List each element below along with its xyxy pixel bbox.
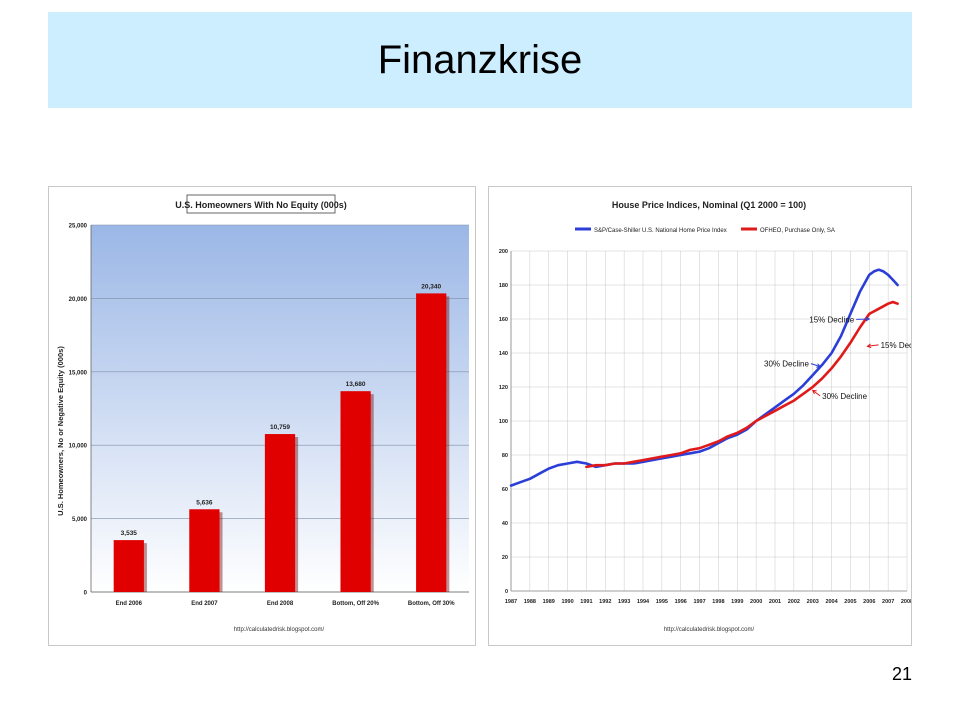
y-tick-label: 20,000 bbox=[69, 297, 88, 303]
annotation-label: 15% Decline bbox=[881, 341, 911, 350]
x-tick-label: 2005 bbox=[844, 599, 856, 605]
x-tick-label: 1990 bbox=[561, 599, 573, 605]
x-axis-ticks: End 2006 End 2007 End 2008 Bottom, Off 20% B… bbox=[116, 601, 456, 607]
x-tick-label: 1999 bbox=[731, 599, 743, 605]
bar-chart: U.S. Homeowners With No Equity (000s) 0 5… bbox=[56, 194, 469, 633]
y-tick-label: 120 bbox=[499, 385, 508, 391]
bar bbox=[264, 434, 296, 592]
chart-title: House Price Indices, Nominal (Q1 2000 = … bbox=[612, 200, 806, 210]
x-tick-label: 2002 bbox=[788, 599, 800, 605]
annotation-arrowhead bbox=[816, 363, 822, 368]
series-lines bbox=[509, 268, 899, 487]
bars: 3,535 5,636 10,759 13,680 20,340 bbox=[113, 283, 450, 592]
annotation-arrow bbox=[867, 344, 879, 347]
y-tick-label: 60 bbox=[502, 487, 508, 493]
y-axis-label: U.S. Homeowners, No or Negative Equity (… bbox=[56, 346, 65, 516]
chart-title: U.S. Homeowners With No Equity (000s) bbox=[175, 200, 346, 210]
line-chart: House Price Indices, Nominal (Q1 2000 = … bbox=[499, 200, 926, 633]
y-tick-label: 180 bbox=[499, 283, 508, 289]
annotation-label: 15% Decline bbox=[809, 315, 854, 324]
legend: S&P/Case-Shiller U.S. National Home Pric… bbox=[575, 227, 835, 234]
series-line-case-shiller bbox=[509, 268, 899, 487]
page-number: 21 bbox=[891, 664, 912, 684]
annotation-label: 30% Decline bbox=[822, 392, 867, 401]
chart-source: http://calculatedrisk.blogspot.com/ bbox=[664, 627, 755, 633]
x-tick-label: End 2006 bbox=[116, 601, 143, 607]
slide-title-bar: Finanzkrise bbox=[48, 12, 912, 108]
y-tick-label: 15,000 bbox=[69, 370, 88, 376]
x-tick-label: End 2008 bbox=[267, 601, 294, 607]
x-tick-label: 2008 bbox=[901, 599, 911, 605]
series-line-ofheo bbox=[585, 300, 899, 469]
x-tick-label: 2000 bbox=[750, 599, 762, 605]
y-tick-label: 20 bbox=[502, 555, 508, 561]
x-tick-label: Bottom, Off 20% bbox=[332, 601, 379, 607]
y-axis-ticks: 0 5,000 10,000 15,000 20,000 25,000 bbox=[69, 224, 88, 597]
annotation-label: 30% Decline bbox=[764, 360, 809, 369]
y-tick-label: 200 bbox=[499, 249, 508, 255]
bar-value-label: 13,680 bbox=[346, 381, 366, 388]
x-tick-label: 1994 bbox=[637, 599, 650, 605]
y-tick-label: 140 bbox=[499, 351, 508, 357]
legend-label-ofheo: OFHEO, Purchase Only, SA bbox=[760, 228, 835, 234]
y-axis-ticks: 0 20 40 60 80 100 120 140 160 180 200 bbox=[499, 249, 508, 595]
x-tick-label: 2004 bbox=[825, 599, 838, 605]
annotations: 15% Decline 15% Decline 30% Decline 30% Dec… bbox=[764, 315, 926, 401]
bar-value-label: 20,340 bbox=[421, 283, 441, 290]
annotation-arrowhead bbox=[865, 316, 871, 322]
x-tick-label: 1987 bbox=[505, 599, 517, 605]
y-tick-label: 40 bbox=[502, 521, 508, 527]
bar-value-label: 10,759 bbox=[270, 424, 290, 431]
annotation-arrowhead bbox=[866, 343, 872, 349]
annotation-arrow bbox=[810, 363, 821, 368]
y-tick-label: 160 bbox=[499, 317, 508, 323]
y-tick-label: 25,000 bbox=[69, 224, 88, 230]
x-tick-label: End 2007 bbox=[191, 601, 218, 607]
x-tick-label: 1992 bbox=[599, 599, 611, 605]
bar bbox=[189, 509, 220, 592]
x-tick-label: 1997 bbox=[693, 599, 705, 605]
bar-chart-panel: U.S. Homeowners With No Equity (000s) 0 5… bbox=[48, 186, 476, 646]
line-chart-panel: House Price Indices, Nominal (Q1 2000 = … bbox=[488, 186, 926, 646]
bar bbox=[340, 391, 371, 592]
y-tick-label: 10,000 bbox=[69, 444, 88, 450]
x-tick-label: 2003 bbox=[807, 599, 819, 605]
y-tick-label: 0 bbox=[505, 589, 508, 595]
y-tick-label: 5,000 bbox=[72, 517, 88, 523]
bar-value-label: 3,535 bbox=[121, 530, 138, 537]
x-tick-label: Bottom, Off 30% bbox=[408, 601, 455, 607]
y-tick-label: 0 bbox=[84, 591, 88, 597]
bar bbox=[416, 293, 447, 592]
x-tick-label: 1988 bbox=[524, 599, 536, 605]
chart-source: http://calculatedrisk.blogspot.com/ bbox=[234, 627, 325, 633]
x-tick-label: 1993 bbox=[618, 599, 630, 605]
x-tick-label: 1991 bbox=[580, 599, 592, 605]
legend-label-case-shiller: S&P/Case-Shiller U.S. National Home Pric… bbox=[594, 228, 727, 234]
annotation-arrow bbox=[812, 389, 821, 397]
gridlines bbox=[510, 250, 908, 592]
x-tick-label: 1996 bbox=[675, 599, 687, 605]
x-tick-label: 2001 bbox=[769, 599, 781, 605]
slide-title: Finanzkrise bbox=[377, 37, 583, 82]
x-axis-ticks: 1987 1988 1989 1990 1991 1992 1993 1994 1995 1996… bbox=[505, 599, 913, 605]
x-tick-label: 1995 bbox=[656, 599, 668, 605]
x-tick-label: 2007 bbox=[882, 599, 894, 605]
bar bbox=[113, 540, 144, 592]
y-tick-label: 100 bbox=[499, 419, 508, 425]
x-tick-label: 2006 bbox=[863, 599, 875, 605]
y-tick-label: 80 bbox=[502, 453, 508, 459]
chart-title-box bbox=[186, 194, 336, 214]
x-tick-label: 1989 bbox=[543, 599, 555, 605]
x-tick-label: 1998 bbox=[712, 599, 724, 605]
bar-value-label: 5,636 bbox=[196, 499, 213, 506]
annotation-arrowhead bbox=[811, 389, 817, 395]
